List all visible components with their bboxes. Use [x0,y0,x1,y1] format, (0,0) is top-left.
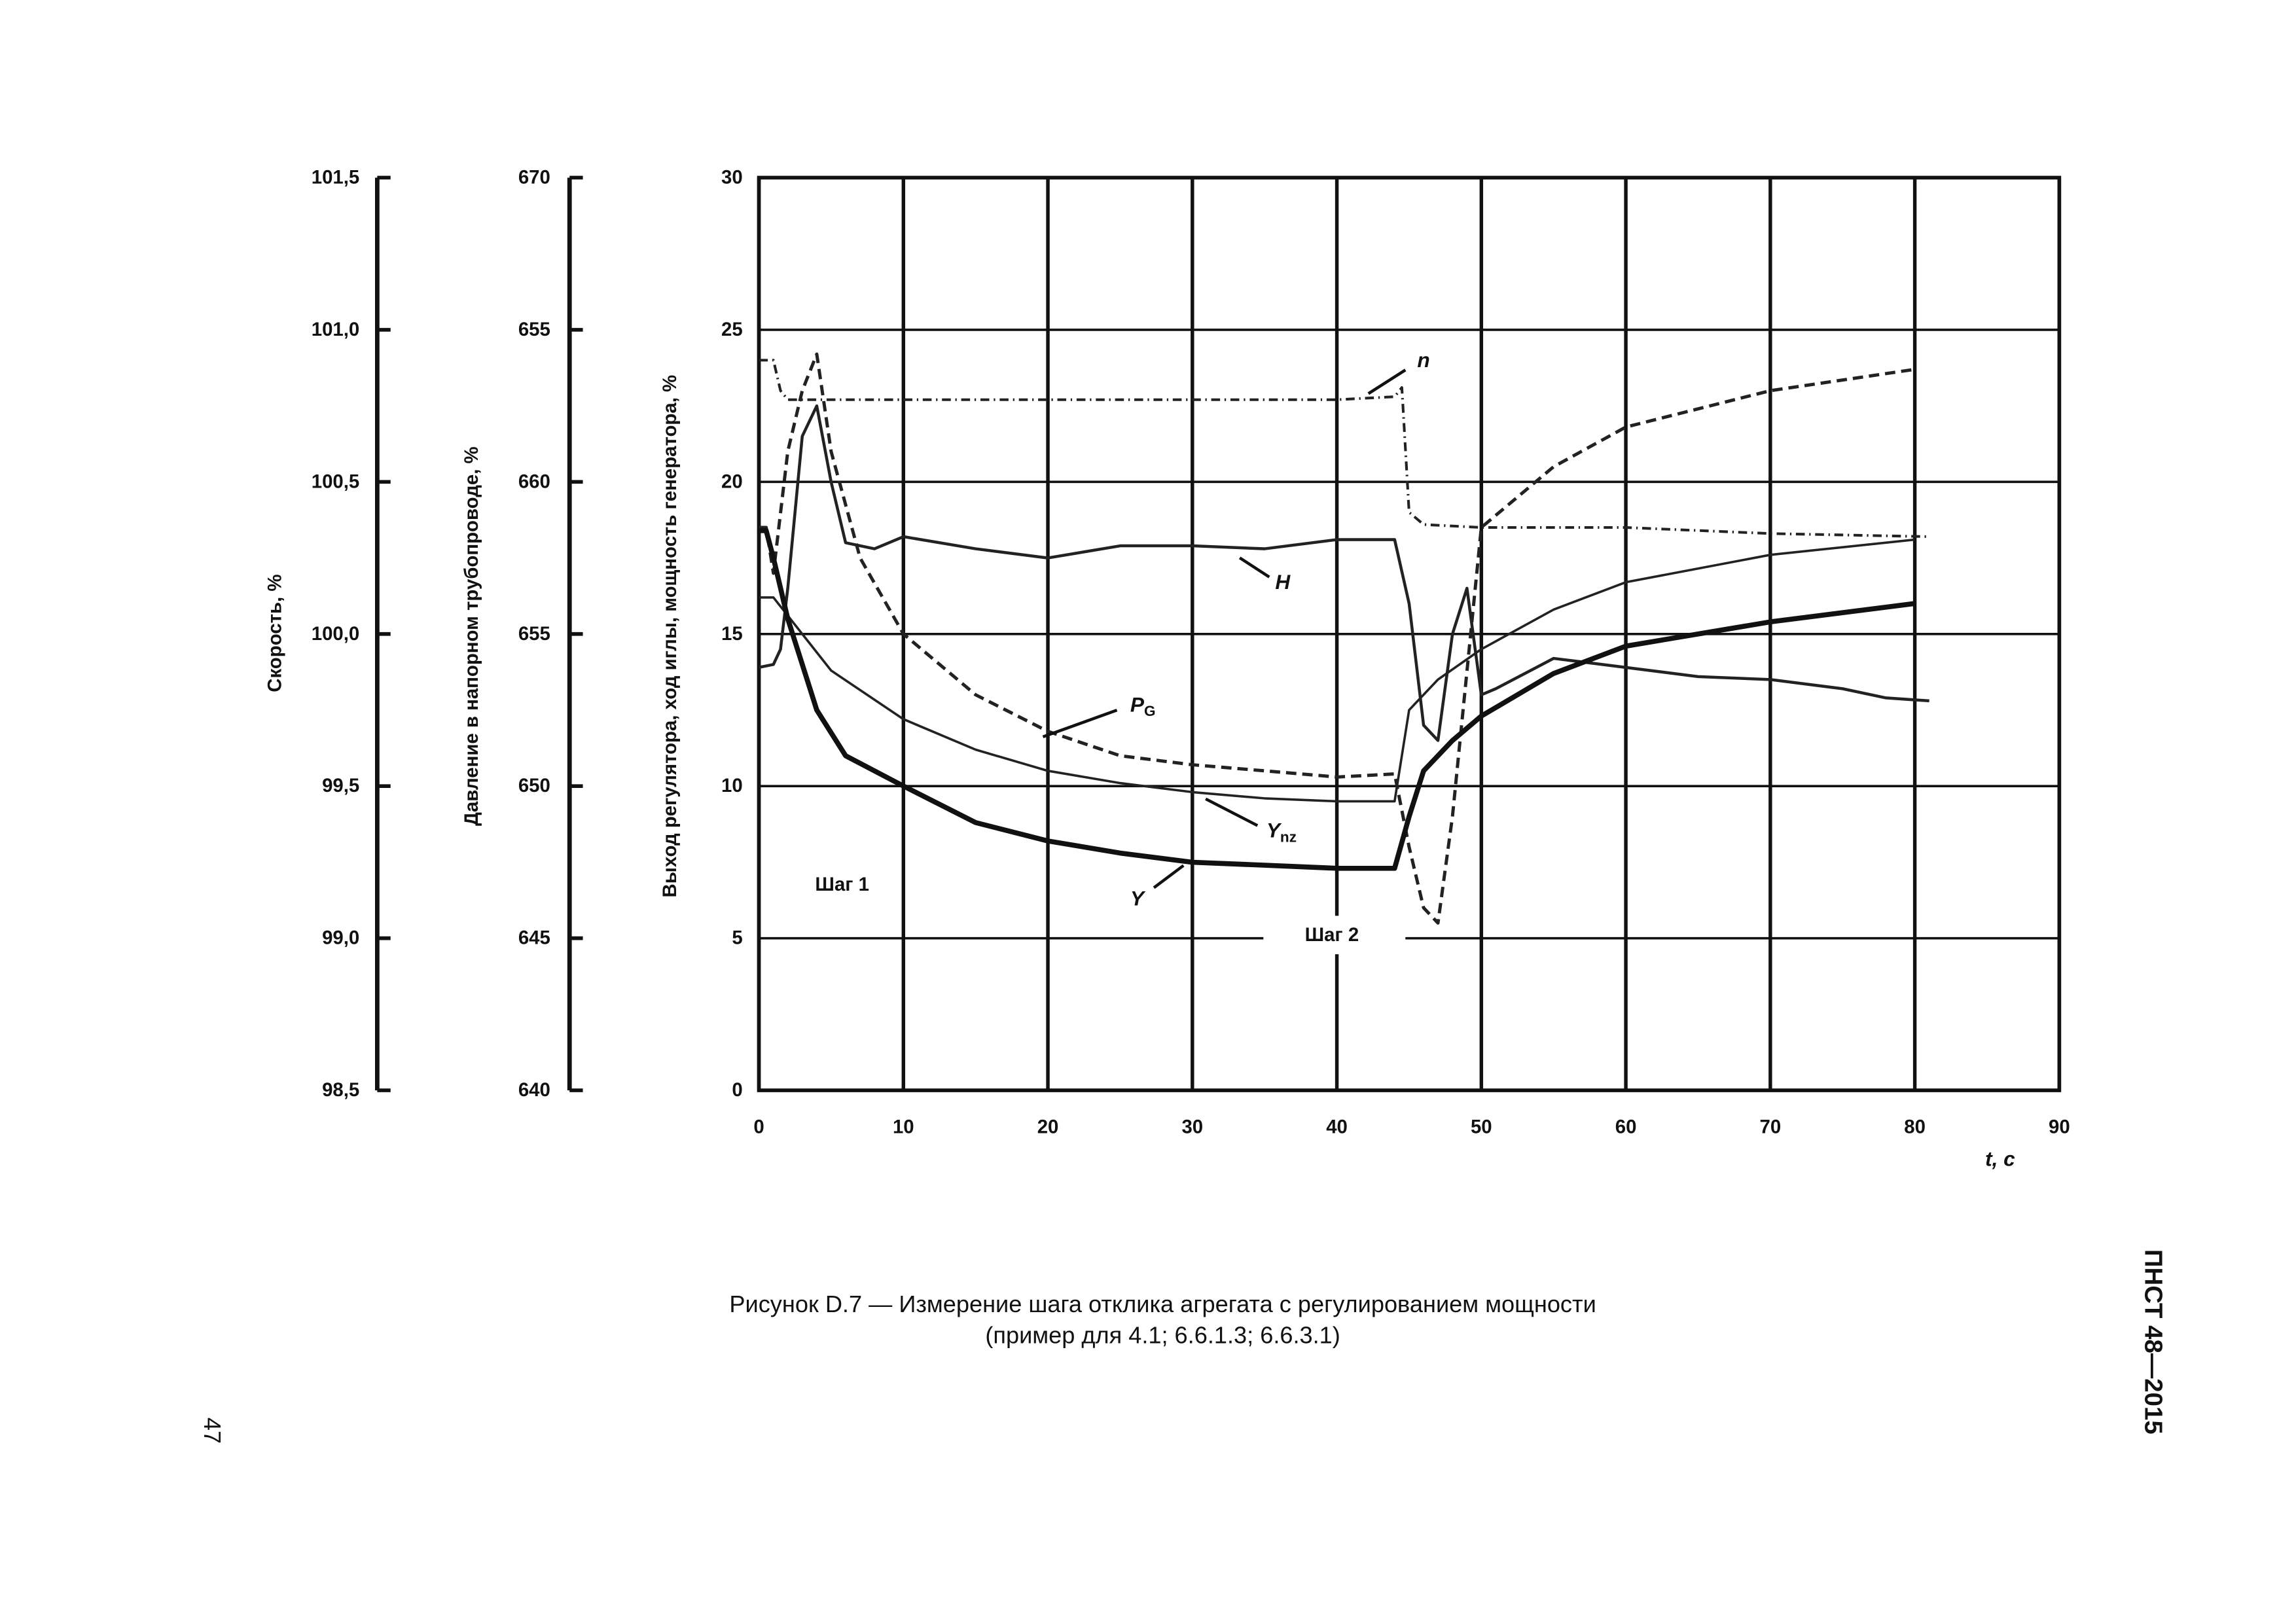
series-label-name: n [1417,348,1429,372]
y-tick-label: 15 [721,623,743,645]
x-tick-label: 90 [2049,1116,2070,1138]
series-line [759,404,1929,742]
series-label-name: H [1275,570,1291,594]
series-line [759,538,1915,803]
series-label: Ynz [1266,819,1297,846]
tick-label: 640 [518,1079,550,1101]
x-tick-label: 20 [1037,1116,1059,1138]
y-tick-label: 10 [721,775,743,796]
speed-axis-title: Скорость, % [264,575,285,692]
tick-label: 100,0 [312,623,360,645]
pressure-axis-title: Давление в напорном трубопроводе, % [461,446,482,826]
series-label-subscript: nz [1280,829,1297,845]
x-tick-label: 0 [753,1116,764,1138]
tick-label: 98,5 [322,1079,359,1101]
step-label: Шаг 2 [1305,924,1359,946]
x-tick-label: 70 [1759,1116,1781,1138]
series-line [759,527,1916,871]
leader-line [1205,797,1259,827]
y-tick-label: 20 [721,471,743,492]
leader-line [1238,556,1270,579]
leader-line [1367,368,1407,395]
x-axis-title: t, с [1985,1147,2015,1170]
series-label-name: P [1130,692,1145,716]
series-label: H [1275,570,1291,594]
x-tick-label: 30 [1181,1116,1203,1138]
x-tick-label: 40 [1326,1116,1348,1138]
leader-line [1042,709,1118,738]
series-label-subscript: G [1144,703,1156,719]
page-number: 47 [199,1418,226,1444]
label-backdrop [803,865,886,904]
series-label: n [1417,348,1429,372]
tick-label: 100,5 [312,471,360,492]
x-tick-label: 10 [893,1116,914,1138]
y-tick-label: 30 [721,166,743,188]
label-backdrop [1263,916,1406,955]
tick-label: 660 [518,471,550,492]
leader-line [1153,864,1185,889]
series-label: Y [1130,887,1146,910]
tick-label: 650 [518,775,550,796]
y-tick-label: 0 [732,1079,742,1101]
series-label-name: Y [1130,887,1146,910]
tick-label: 670 [518,166,550,188]
document-header: ПНСТ 48—2015 [2139,1249,2167,1435]
tick-label: 645 [518,927,550,949]
caption-line: Рисунок D.7 — Измерение шага отклика агр… [729,1291,1596,1317]
tick-label: 99,0 [322,927,359,949]
tick-label: 101,5 [312,166,360,188]
x-tick-label: 60 [1615,1116,1637,1138]
tick-label: 655 [518,319,550,340]
x-tick-label: 50 [1471,1116,1492,1138]
series-label: PG [1130,692,1156,719]
y-axis-title: Выход регулятора, ход иглы, мощность ген… [659,375,681,898]
tick-label: 99,5 [322,775,359,796]
caption-line: (пример для 4.1; 6.6.1.3; 6.6.3.1) [985,1322,1340,1349]
tick-label: 101,0 [312,319,360,340]
y-tick-label: 25 [721,319,743,340]
series-label-name: Y [1266,819,1282,842]
x-tick-label: 80 [1904,1116,1926,1138]
series-line [759,352,1915,925]
series-line [759,359,1929,539]
tick-label: 655 [518,623,550,645]
step-label: Шаг 1 [815,874,869,895]
y-tick-label: 5 [732,927,742,949]
